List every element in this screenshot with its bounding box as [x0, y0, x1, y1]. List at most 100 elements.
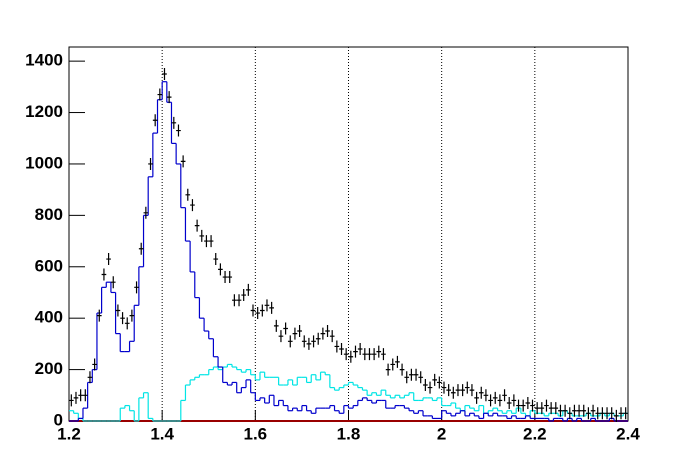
- data-point: [334, 340, 340, 353]
- x-tick-label: 2.2: [523, 424, 547, 443]
- data-point: [576, 404, 582, 417]
- data-point: [180, 155, 186, 168]
- data-point: [222, 271, 228, 284]
- data-point: [185, 188, 191, 201]
- data-point: [399, 363, 405, 376]
- data-point: [511, 394, 517, 407]
- data-point: [390, 358, 396, 371]
- data-point: [497, 394, 503, 407]
- data-point: [162, 67, 167, 80]
- data-point: [586, 407, 591, 420]
- data-point: [115, 304, 121, 317]
- y-tick-label: 1200: [25, 102, 63, 121]
- data-point: [418, 371, 424, 384]
- data-point: [69, 394, 74, 407]
- data-point: [516, 399, 521, 412]
- data-point: [395, 355, 400, 368]
- data-point: [106, 253, 111, 266]
- data-point: [325, 325, 330, 338]
- data-point: [492, 391, 498, 404]
- data-point: [525, 397, 531, 410]
- data-point: [464, 381, 470, 394]
- data-point: [413, 368, 419, 381]
- data-point: [548, 402, 554, 415]
- data-point: [273, 319, 279, 332]
- data-point: [255, 307, 260, 320]
- data-point: [199, 229, 205, 242]
- data-point: [236, 294, 242, 307]
- x-tick-label: 1.4: [150, 424, 174, 443]
- data-point: [478, 386, 484, 399]
- y-tick-label: 1000: [25, 153, 63, 172]
- data-point: [269, 301, 274, 314]
- data-point: [618, 407, 624, 420]
- y-tick-label: 400: [35, 308, 63, 327]
- data-point: [264, 299, 270, 312]
- x-tick-label: 1.2: [57, 424, 81, 443]
- data-point: [558, 404, 563, 417]
- data-point: [138, 242, 144, 255]
- data-point: [437, 376, 442, 389]
- data-point: [227, 271, 233, 284]
- data-point: [176, 124, 181, 137]
- data-point: [152, 114, 158, 127]
- data-point: [110, 276, 116, 289]
- data-point: [469, 384, 475, 397]
- data-point: [502, 389, 507, 402]
- data-point: [301, 335, 307, 348]
- data-point: [460, 384, 465, 397]
- data-point: [143, 206, 149, 219]
- data-point: [194, 219, 200, 232]
- y-tick-label: 1400: [25, 51, 63, 70]
- data-point: [432, 373, 438, 386]
- data-point: [534, 402, 540, 415]
- data-point: [441, 381, 447, 394]
- x-tick-label: 1.8: [337, 424, 361, 443]
- data-point: [343, 348, 349, 361]
- data-point: [455, 384, 461, 397]
- data-point: [259, 304, 265, 317]
- y-tick-label: 0: [54, 410, 63, 429]
- data-point: [315, 332, 321, 345]
- data-point: [124, 317, 130, 330]
- data-point: [246, 283, 251, 296]
- data-point: [166, 91, 172, 104]
- data-point: [311, 335, 316, 348]
- data-point: [213, 253, 219, 266]
- data-point: [134, 281, 139, 294]
- data-point: [278, 330, 284, 343]
- x-tick-label: 1.6: [244, 424, 268, 443]
- data-point: [348, 350, 354, 363]
- data-point: [450, 386, 456, 399]
- data-point: [381, 348, 386, 361]
- data-point: [96, 309, 102, 322]
- data-point: [82, 389, 88, 402]
- y-tick-label: 600: [35, 256, 63, 275]
- data-point: [483, 389, 489, 402]
- data-point: [329, 330, 335, 343]
- data-point: [171, 116, 177, 129]
- data-point: [562, 404, 568, 417]
- data-point: [423, 379, 428, 392]
- data-point: [306, 337, 312, 350]
- data-point: [427, 381, 433, 394]
- x-tick-label: 2: [437, 424, 446, 443]
- data-point: [218, 263, 223, 276]
- data-point: [553, 402, 559, 415]
- data-point: [488, 394, 493, 407]
- data-point: [250, 304, 256, 317]
- data-point: [297, 325, 302, 338]
- data-point: [87, 371, 93, 384]
- data-point: [92, 358, 97, 371]
- data-point: [73, 391, 79, 404]
- data-point: [232, 294, 237, 307]
- data-point: [385, 363, 391, 376]
- data-point: [129, 309, 135, 322]
- data-point: [292, 327, 298, 340]
- data-point: [567, 407, 573, 420]
- y-tick-label: 800: [35, 205, 63, 224]
- data-point: [320, 327, 326, 340]
- data-point: [506, 397, 512, 410]
- data-point: [595, 407, 601, 420]
- data-point: [530, 399, 535, 412]
